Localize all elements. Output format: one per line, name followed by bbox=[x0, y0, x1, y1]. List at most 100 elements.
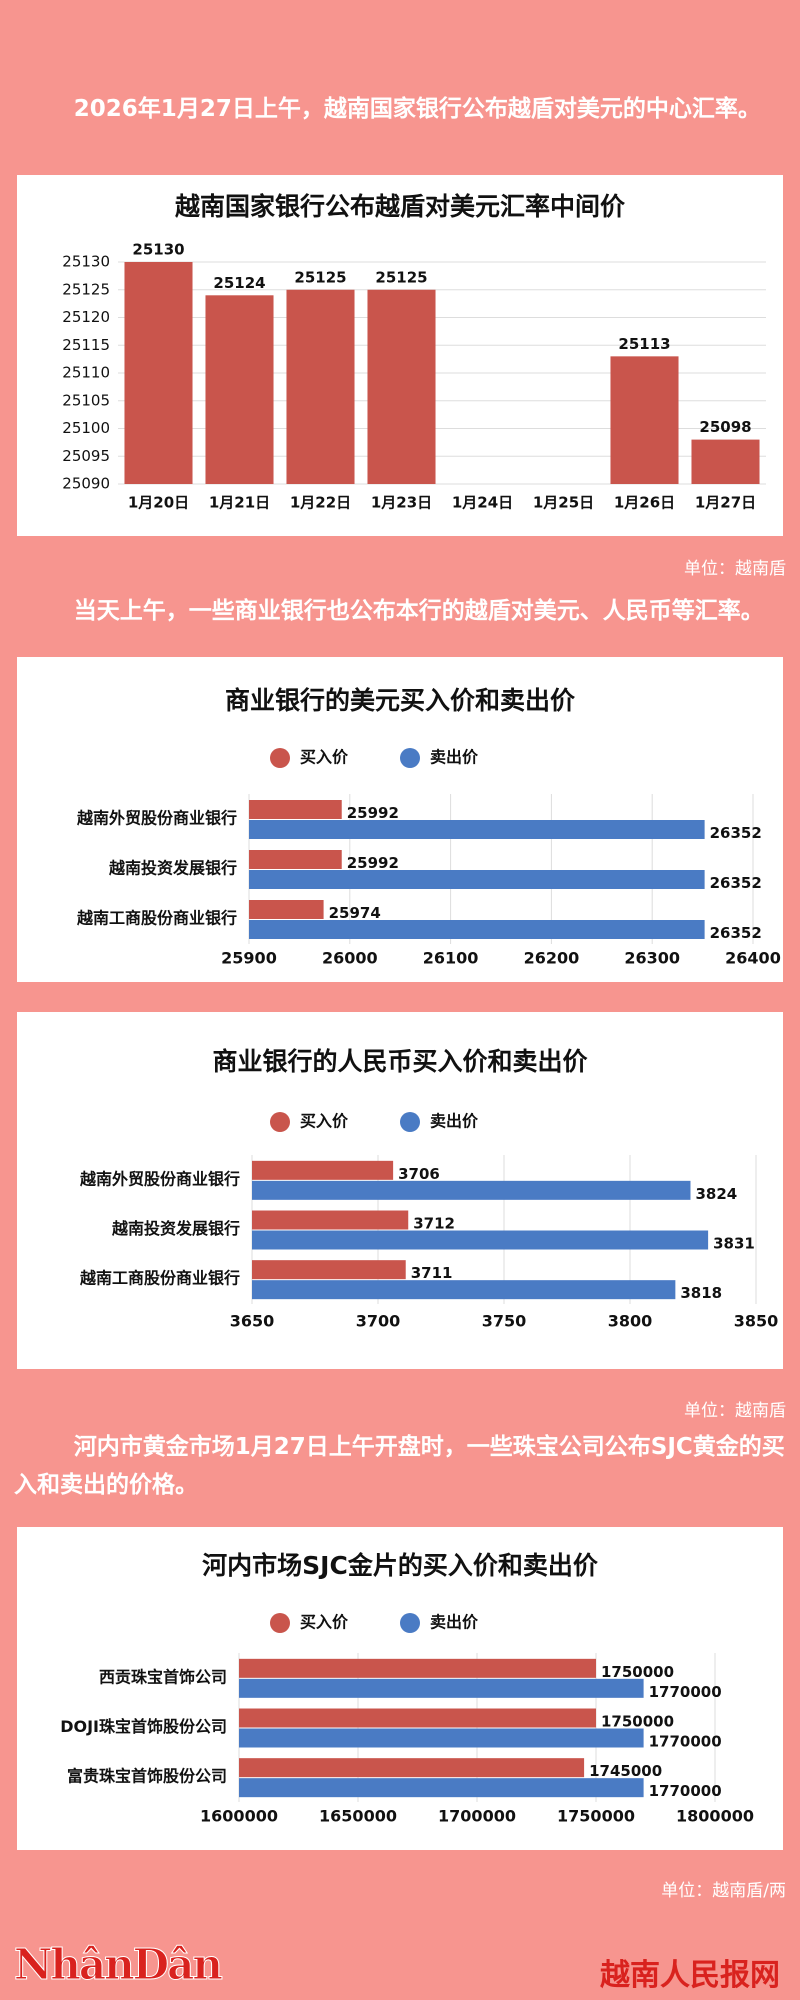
bar bbox=[239, 1758, 585, 1778]
x-tick-label: 1月23日 bbox=[371, 494, 432, 512]
value-label: 25992 bbox=[347, 804, 399, 822]
bar bbox=[249, 820, 705, 839]
paragraph: 当天上午，一些商业银行也公布本行的越盾对美元、人民币等汇率。 bbox=[73, 598, 764, 624]
y-tick-label: 25095 bbox=[62, 447, 110, 465]
value-label: 25125 bbox=[294, 268, 346, 286]
y-tick-label: 越南外贸股份商业银行 bbox=[76, 809, 237, 828]
y-tick-label: 25120 bbox=[62, 308, 110, 326]
x-tick-label: 1750000 bbox=[557, 1807, 635, 1826]
x-tick-label: 1月25日 bbox=[533, 494, 594, 512]
x-tick-label: 26000 bbox=[322, 949, 378, 968]
chart: 商业银行的美元买入价和卖出价 25900 26000 26100 26200 26300 2… bbox=[76, 686, 781, 968]
bar bbox=[252, 1180, 691, 1200]
value-label: 25125 bbox=[375, 268, 427, 286]
x-tick-label: 3850 bbox=[734, 1312, 779, 1331]
y-tick-label: 富贵珠宝首饰股份公司 bbox=[67, 1767, 227, 1786]
y-tick-label: 25115 bbox=[62, 336, 110, 354]
bar bbox=[249, 870, 705, 889]
x-tick-label: 1月21日 bbox=[209, 494, 270, 512]
legend-label: 买入价 bbox=[300, 748, 349, 767]
bar bbox=[691, 439, 760, 484]
unit-note: 单位：越南盾/两 bbox=[661, 1881, 786, 1901]
x-tick-label: 26400 bbox=[725, 949, 781, 968]
logo: NhânDân bbox=[14, 1940, 224, 1990]
chart-card: 河内市场SJC金片的买入价和卖出价 1600000 1650000 1700000 17… bbox=[17, 1527, 783, 1850]
value-label: 25974 bbox=[329, 904, 381, 922]
x-tick-label: 3650 bbox=[230, 1312, 275, 1331]
value-label: 25130 bbox=[132, 241, 184, 259]
chart: 商业银行的人民币买入价和卖出价 3650 3700 3750 3800 3850 越南外贸股… bbox=[79, 1047, 779, 1331]
legend-swatch bbox=[400, 1613, 420, 1633]
x-tick-label: 1600000 bbox=[200, 1807, 278, 1826]
value-label: 25098 bbox=[699, 418, 751, 436]
bar bbox=[124, 262, 193, 484]
paragraph: 2026年1月27日上午，越南国家银行公布越盾对美元的中心汇率。 bbox=[73, 96, 761, 122]
x-tick-label: 1650000 bbox=[319, 1807, 397, 1826]
value-label: 25124 bbox=[213, 274, 265, 292]
y-tick-label: 越南工商股份商业银行 bbox=[79, 1269, 240, 1288]
value-label: 26352 bbox=[710, 924, 762, 942]
legend-swatch bbox=[270, 748, 290, 768]
x-tick-label: 26200 bbox=[524, 949, 580, 968]
x-tick-label: 3750 bbox=[482, 1312, 527, 1331]
bar bbox=[249, 900, 324, 919]
chart-card: 越南国家银行公布越盾对美元汇率中间价 25090 25095 25100 25105 25… bbox=[17, 175, 783, 536]
bar bbox=[239, 1678, 644, 1698]
x-tick-label: 3700 bbox=[356, 1312, 401, 1331]
legend-swatch bbox=[270, 1112, 290, 1132]
legend-label: 买入价 bbox=[300, 1613, 349, 1632]
bar bbox=[249, 920, 705, 939]
legend-label: 买入价 bbox=[300, 1112, 349, 1131]
value-label: 3706 bbox=[398, 1165, 440, 1183]
chart-title: 河内市场SJC金片的买入价和卖出价 bbox=[202, 1551, 599, 1580]
bar bbox=[239, 1708, 596, 1728]
site-name: 越南人民报网 bbox=[600, 1958, 780, 1993]
x-tick-label: 1月24日 bbox=[452, 494, 513, 512]
bar bbox=[252, 1160, 394, 1180]
x-tick-label: 1月22日 bbox=[290, 494, 351, 512]
legend-label: 卖出价 bbox=[430, 1613, 479, 1632]
x-tick-label: 1800000 bbox=[676, 1807, 754, 1826]
y-tick-label: 越南工商股份商业银行 bbox=[76, 909, 237, 928]
y-tick-label: 越南投资发展银行 bbox=[108, 859, 237, 878]
bar bbox=[610, 356, 679, 484]
y-tick-label: 越南投资发展银行 bbox=[111, 1219, 240, 1238]
y-tick-label: 25105 bbox=[62, 391, 110, 409]
bar bbox=[249, 850, 342, 869]
legend-swatch bbox=[270, 1613, 290, 1633]
value-label: 26352 bbox=[710, 824, 762, 842]
y-tick-label: 25100 bbox=[62, 419, 110, 437]
bar bbox=[249, 800, 342, 819]
x-tick-label: 3800 bbox=[608, 1312, 653, 1331]
x-tick-label: 26300 bbox=[624, 949, 680, 968]
x-tick-label: 1月26日 bbox=[614, 494, 675, 512]
unit-note: 单位：越南盾 bbox=[684, 559, 786, 579]
value-label: 3824 bbox=[695, 1185, 737, 1203]
chart-title: 越南国家银行公布越盾对美元汇率中间价 bbox=[175, 192, 626, 221]
bar bbox=[252, 1260, 406, 1280]
bar bbox=[252, 1230, 709, 1250]
value-label: 1770000 bbox=[649, 1733, 722, 1751]
x-tick-label: 26100 bbox=[423, 949, 479, 968]
x-tick-label: 1月27日 bbox=[695, 494, 756, 512]
paragraph: 河内市黄金市场1月27日上午开盘时，一些珠宝公司公布SJC黄金的买入和卖出的价格… bbox=[14, 1434, 785, 1498]
value-label: 1745000 bbox=[589, 1762, 662, 1780]
value-label: 1770000 bbox=[649, 1782, 722, 1800]
bar bbox=[239, 1658, 596, 1678]
y-tick-label: 西贡珠宝首饰公司 bbox=[99, 1667, 227, 1686]
x-tick-label: 25900 bbox=[221, 949, 277, 968]
x-tick-label: 1700000 bbox=[438, 1807, 516, 1826]
y-tick-label: 25130 bbox=[62, 253, 110, 271]
chart-title: 商业银行的美元买入价和卖出价 bbox=[225, 686, 576, 715]
bar bbox=[239, 1778, 644, 1798]
y-tick-label: 25090 bbox=[62, 475, 110, 493]
legend-swatch bbox=[400, 1112, 420, 1132]
chart-card: 商业银行的人民币买入价和卖出价 3650 3700 3750 3800 3850 越南外贸股… bbox=[17, 1012, 783, 1369]
chart-title: 商业银行的人民币买入价和卖出价 bbox=[212, 1047, 588, 1076]
chart-card: 商业银行的美元买入价和卖出价 25900 26000 26100 26200 26300 2… bbox=[17, 657, 783, 982]
y-tick-label: DOJI珠宝首饰股份公司 bbox=[60, 1717, 227, 1736]
y-tick-label: 越南外贸股份商业银行 bbox=[79, 1169, 240, 1188]
x-tick-label: 1月20日 bbox=[128, 494, 189, 512]
value-label: 1750000 bbox=[601, 1713, 674, 1731]
